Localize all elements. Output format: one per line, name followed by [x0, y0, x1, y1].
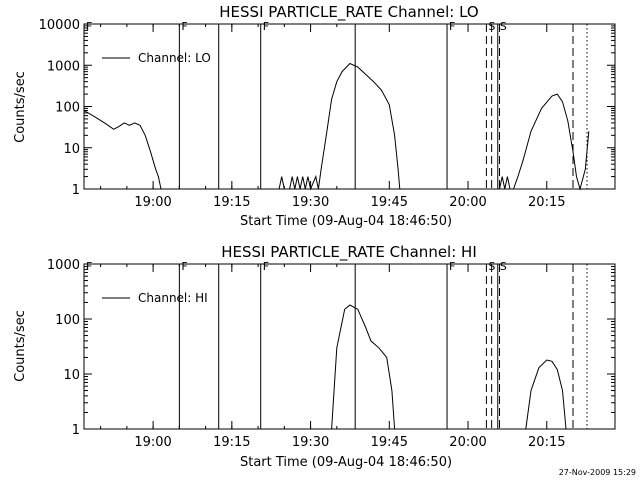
- series-line: [278, 62, 401, 191]
- x-tick-label: 20:15: [528, 195, 565, 210]
- series-line: [525, 359, 567, 430]
- x-axis-label: Start Time (09-Aug-04 18:46:50): [240, 214, 452, 229]
- time-marker-label: F: [86, 20, 92, 33]
- time-markers: FFFFSS: [83, 20, 588, 189]
- x-tick-label: 19:15: [213, 435, 250, 450]
- y-tick-label: 1000: [47, 258, 80, 273]
- time-marker-label: F: [181, 20, 187, 33]
- x-axis-label: Start Time (09-Aug-04 18:46:50): [240, 455, 452, 470]
- series-line: [331, 304, 396, 430]
- legend-label: Channel: HI: [138, 291, 208, 305]
- y-tick-label: 10: [63, 368, 80, 383]
- x-tick-label: 19:45: [371, 435, 408, 450]
- x-tick-label: 20:00: [449, 435, 486, 450]
- time-marker-label: F: [86, 260, 92, 273]
- axis-ticks: 19:00 19:15 19:30 19:45 20:00 20:15 1 10 100 1000: [47, 258, 615, 450]
- x-tick-label: 19:30: [292, 195, 329, 210]
- plot-frame: [83, 23, 616, 190]
- y-tick-label: 1: [72, 183, 80, 198]
- x-tick-label: 20:00: [449, 195, 486, 210]
- time-marker-label: S: [500, 20, 507, 33]
- time-marker-label: F: [449, 260, 455, 273]
- time-marker-label: F: [263, 260, 269, 273]
- time-marker-label: S: [500, 260, 507, 273]
- y-tick-label: 1000: [47, 59, 80, 74]
- y-tick-label: 10: [63, 142, 80, 157]
- y-tick-label: 10000: [39, 18, 80, 33]
- y-axis-label: Counts/sec: [13, 71, 28, 143]
- y-tick-label: 1: [72, 423, 80, 438]
- x-tick-label: 19:30: [292, 435, 329, 450]
- legend-label: Channel: LO: [138, 51, 211, 65]
- time-markers: FFFFSS: [83, 260, 588, 429]
- x-tick-label: 19:00: [134, 195, 171, 210]
- plot-frame: [83, 263, 616, 430]
- chart-panel-hi: HESSI PARTICLE_RATE Channel: HI Counts/s…: [13, 243, 616, 470]
- series-line: [83, 110, 162, 190]
- x-tick-label: 19:45: [371, 195, 408, 210]
- y-axis-label: Counts/sec: [13, 310, 28, 382]
- chart-title: HESSI PARTICLE_RATE Channel: HI: [221, 243, 477, 262]
- x-tick-label: 19:00: [134, 435, 171, 450]
- time-marker-label: F: [263, 20, 269, 33]
- time-marker-label: F: [181, 260, 187, 273]
- x-tick-label: 19:15: [213, 195, 250, 210]
- time-marker-label: F: [449, 20, 455, 33]
- data-series: [83, 62, 590, 191]
- series-line: [499, 93, 590, 191]
- chart-panel-lo: HESSI PARTICLE_RATE Channel: LO Counts/s…: [13, 3, 616, 229]
- y-tick-label: 100: [55, 101, 80, 116]
- x-tick-label: 20:15: [528, 435, 565, 450]
- y-tick-label: 100: [55, 313, 80, 328]
- axis-ticks: 19:00 19:15 19:30 19:45 20:00 20:15 1 10 100 1000…: [39, 18, 615, 210]
- footer-timestamp: 27-Nov-2009 15:29: [559, 468, 636, 477]
- chart-title: HESSI PARTICLE_RATE Channel: LO: [219, 3, 478, 22]
- data-series: [331, 304, 567, 430]
